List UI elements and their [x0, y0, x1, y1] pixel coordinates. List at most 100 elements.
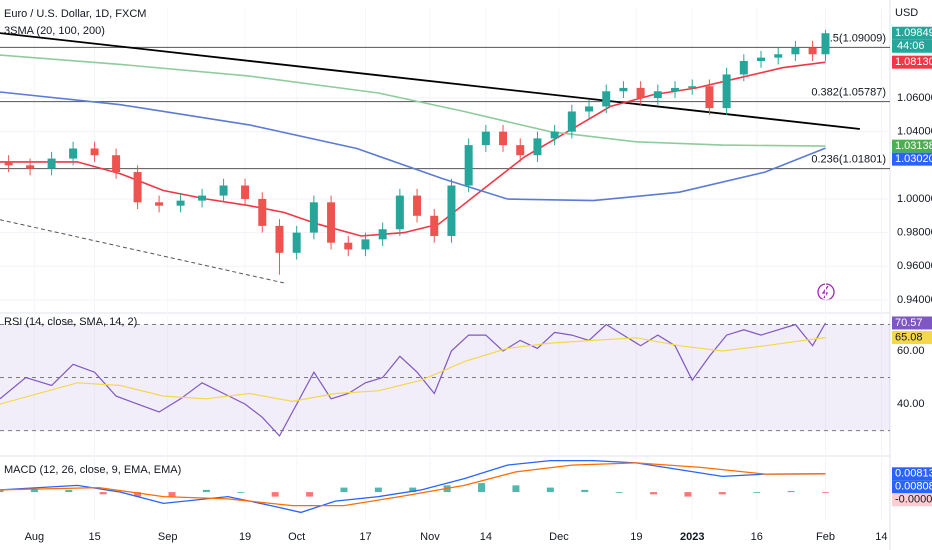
candle-body: [791, 47, 800, 55]
price-label: 65.08: [895, 331, 923, 343]
line-series: [0, 336, 826, 405]
price-label-bg: [892, 55, 932, 69]
candle-body: [585, 106, 594, 112]
candle-body: [344, 242, 353, 250]
price-label: 1.03020: [895, 153, 932, 165]
x-tick-label: 17: [359, 531, 371, 543]
line-series: [0, 32, 860, 130]
price-label: 1.03138: [895, 140, 932, 152]
histogram-bar: [30, 488, 38, 493]
histogram-bar: [684, 492, 692, 497]
y-tick-label: 60.00: [897, 345, 925, 357]
histogram-bar: [134, 492, 142, 497]
candle-body: [550, 131, 559, 139]
countdown-bg: [892, 39, 932, 53]
price-label-bg: [892, 480, 932, 494]
x-tick-label: Oct: [288, 531, 305, 543]
histogram-bar: [478, 483, 486, 493]
candle-body: [133, 172, 142, 203]
candle-body: [705, 86, 714, 109]
x-tick-label: Dec: [549, 531, 569, 543]
price-label-bg: [892, 316, 932, 330]
histogram-bar: [374, 487, 382, 493]
indicator-title: RSI (14, close, SMA, 14, 2): [4, 316, 137, 328]
axis-label: USD: [895, 7, 918, 19]
candle-body: [619, 87, 628, 92]
histogram-bar: [650, 492, 658, 495]
candle-body: [292, 232, 301, 253]
candle-body: [602, 91, 611, 107]
candle-body: [464, 145, 473, 186]
candle-body: [112, 155, 121, 173]
price-label: -0.00005: [895, 494, 932, 506]
line-series: [0, 462, 826, 507]
x-tick-label: 2023: [680, 531, 704, 543]
candle-body: [481, 131, 490, 146]
candle-body: [821, 33, 830, 55]
candle-body: [378, 229, 387, 240]
candle-body: [533, 138, 542, 156]
fib-label: 0.382(1.05787): [811, 87, 886, 99]
price-label-bg: [892, 467, 932, 481]
x-tick-label: 14: [875, 531, 887, 543]
price-label-bg: [892, 152, 932, 166]
histogram-bar: [237, 492, 245, 493]
histogram-bar: [340, 487, 348, 493]
candle-body: [361, 239, 370, 250]
histogram-bar: [271, 492, 279, 497]
price-label: 0.00808: [895, 481, 932, 493]
price-label: 0.00813: [895, 468, 932, 480]
candle-body: [47, 158, 56, 169]
candle-body: [198, 195, 207, 201]
y-tick-label: 1.06000: [897, 92, 932, 104]
candle-body: [26, 165, 35, 169]
price-label: 1.08130: [895, 56, 932, 68]
candle-body: [808, 47, 817, 55]
histogram-bar: [168, 492, 176, 497]
candle-body: [688, 86, 697, 88]
price-label-bg: [892, 139, 932, 153]
candle-body: [258, 198, 267, 226]
candle-body: [636, 87, 645, 99]
histogram-bar: [202, 489, 210, 493]
x-tick-label: Aug: [25, 531, 45, 543]
histogram-bar: [718, 492, 726, 495]
rsi-band: [0, 324, 890, 431]
candle-body: [4, 161, 13, 166]
histogram-bar: [512, 485, 520, 493]
candle-body: [275, 225, 284, 253]
fib-label: 0.236(1.01801): [811, 154, 886, 166]
fib-label: 0.5(1.09009): [824, 32, 886, 44]
candle-body: [757, 57, 766, 61]
candle-body: [722, 74, 731, 109]
line-series: [0, 91, 826, 202]
histogram-bar: [753, 492, 761, 493]
line-series: [0, 459, 826, 514]
histogram-bar: [65, 489, 73, 493]
x-tick-label: Sep: [158, 531, 178, 543]
candle-body: [241, 185, 250, 199]
candle-body: [90, 148, 99, 156]
histogram-bar: [409, 487, 417, 493]
histogram-bar: [581, 489, 589, 493]
price-label: 70.57: [895, 317, 923, 329]
candle-body: [447, 185, 456, 236]
candle-body: [430, 215, 439, 236]
candle-body: [176, 200, 185, 206]
price-label-bg: [892, 493, 932, 507]
candle-body: [653, 91, 662, 99]
candle-body: [774, 54, 783, 58]
x-tick-label: Feb: [816, 531, 835, 543]
histogram-bar: [99, 492, 107, 495]
x-tick-label: 14: [480, 531, 492, 543]
histogram-bar: [615, 492, 623, 493]
candle-body: [413, 195, 422, 216]
candle-body: [739, 60, 748, 75]
candle-body: [219, 185, 228, 196]
candle-body: [516, 145, 525, 156]
